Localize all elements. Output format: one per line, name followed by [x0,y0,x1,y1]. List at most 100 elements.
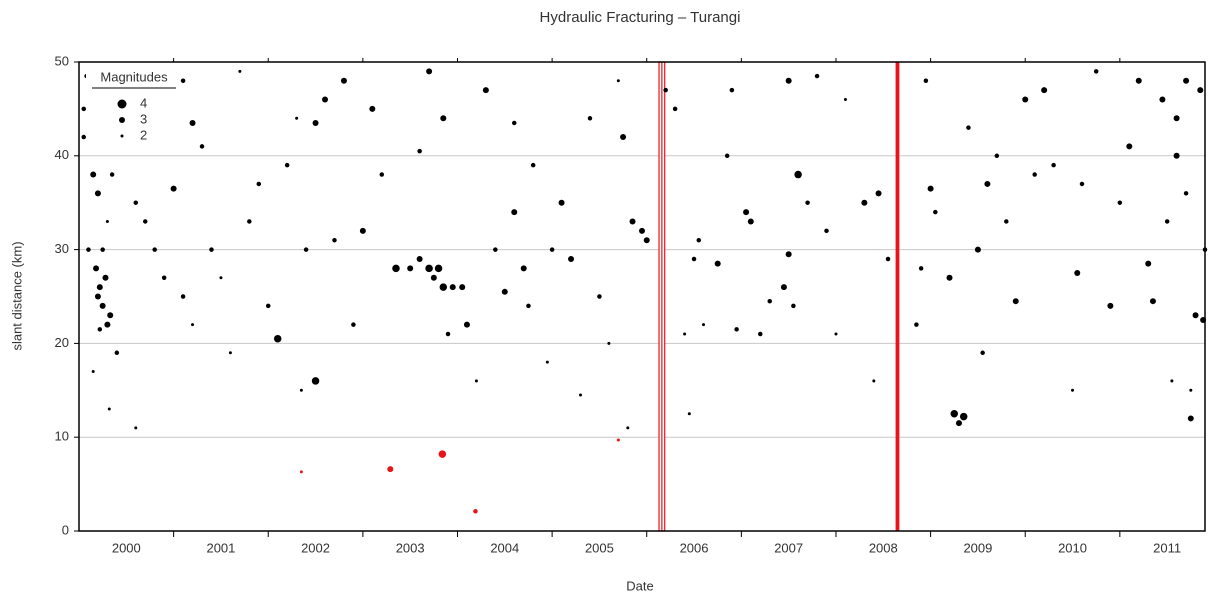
event-point [463,321,470,328]
x-tick-label: 2008 [869,540,898,555]
event-point [767,298,772,304]
event-point [407,265,414,272]
event-point [1164,219,1170,224]
event-point [1183,191,1189,196]
event-point [180,78,186,84]
event-point [473,509,478,514]
legend-label: 2 [140,127,147,142]
event-point [1074,270,1081,277]
event-point [545,360,549,364]
event-point [1197,87,1204,94]
event-point [1004,219,1009,224]
event-point [994,153,1000,159]
event-point [387,466,394,473]
event-point [81,106,86,112]
event-point [1187,415,1194,422]
event-point [238,69,242,73]
event-point [578,393,582,397]
chart-title: Hydraulic Fracturing – Turangi [540,9,741,26]
event-point [597,294,602,299]
event-point [512,120,517,126]
event-point [311,377,320,385]
event-point [672,106,678,112]
event-point [780,284,787,291]
event-point [97,327,103,332]
event-point [438,450,447,458]
event-point [474,379,478,383]
event-point [379,172,385,177]
event-point [434,264,443,273]
x-tick-label: 2010 [1058,540,1087,555]
event-point [663,87,668,93]
event-point [1192,312,1199,319]
legend-marker [119,117,125,123]
event-point [918,266,924,271]
event-point [861,199,868,206]
event-point [170,185,177,192]
event-point [530,162,536,168]
event-point [1117,200,1123,205]
y-tick-label: 10 [55,429,69,444]
event-point [1173,152,1180,159]
event-point [620,134,627,141]
event-point [843,98,847,102]
event-point [568,255,575,262]
event-point [758,331,763,337]
event-point [107,312,114,319]
event-point [1093,69,1099,74]
event-point [91,370,95,374]
x-tick-label: 2004 [490,540,519,555]
event-point [340,77,347,84]
event-point [914,322,919,327]
event-point [1022,96,1029,103]
event-point [1183,77,1190,84]
event-point [1135,77,1142,84]
event-point [104,321,111,328]
event-point [959,412,968,421]
event-point [923,78,929,84]
event-point [875,190,882,197]
event-point [96,284,103,291]
event-point [322,96,329,103]
event-point [161,275,167,280]
x-tick-label: 2002 [301,540,330,555]
y-tick-label: 40 [55,147,69,162]
event-point [639,227,645,234]
event-point [950,410,959,418]
x-tick-label: 2003 [396,540,425,555]
event-point [984,180,991,187]
event-point [526,303,531,309]
event-point [94,190,101,197]
fracture-period [895,62,900,531]
event-point [265,303,271,309]
legend-box [86,68,178,152]
event-point [247,219,252,224]
event-point [199,144,205,149]
event-point [142,219,148,224]
event-point [1079,181,1085,187]
event-point [946,274,953,281]
event-point [511,209,518,216]
y-tick-label: 20 [55,335,69,350]
event-point [549,247,555,252]
event-point [303,247,309,252]
event-point [439,283,448,291]
event-point [109,172,115,177]
event-point [81,134,86,140]
event-point [312,119,319,126]
event-point [93,265,100,272]
y-axis-label: slant distance (km) [9,241,24,350]
event-point [459,284,466,291]
event-point [629,218,636,225]
event-point [191,323,195,327]
event-point [445,331,451,337]
event-point [607,341,611,345]
event-point [219,276,223,280]
event-point [696,237,702,243]
event-point [885,256,891,262]
event-point [587,116,593,121]
event-point [449,284,456,291]
event-point [1071,388,1075,392]
event-point [1012,298,1019,305]
